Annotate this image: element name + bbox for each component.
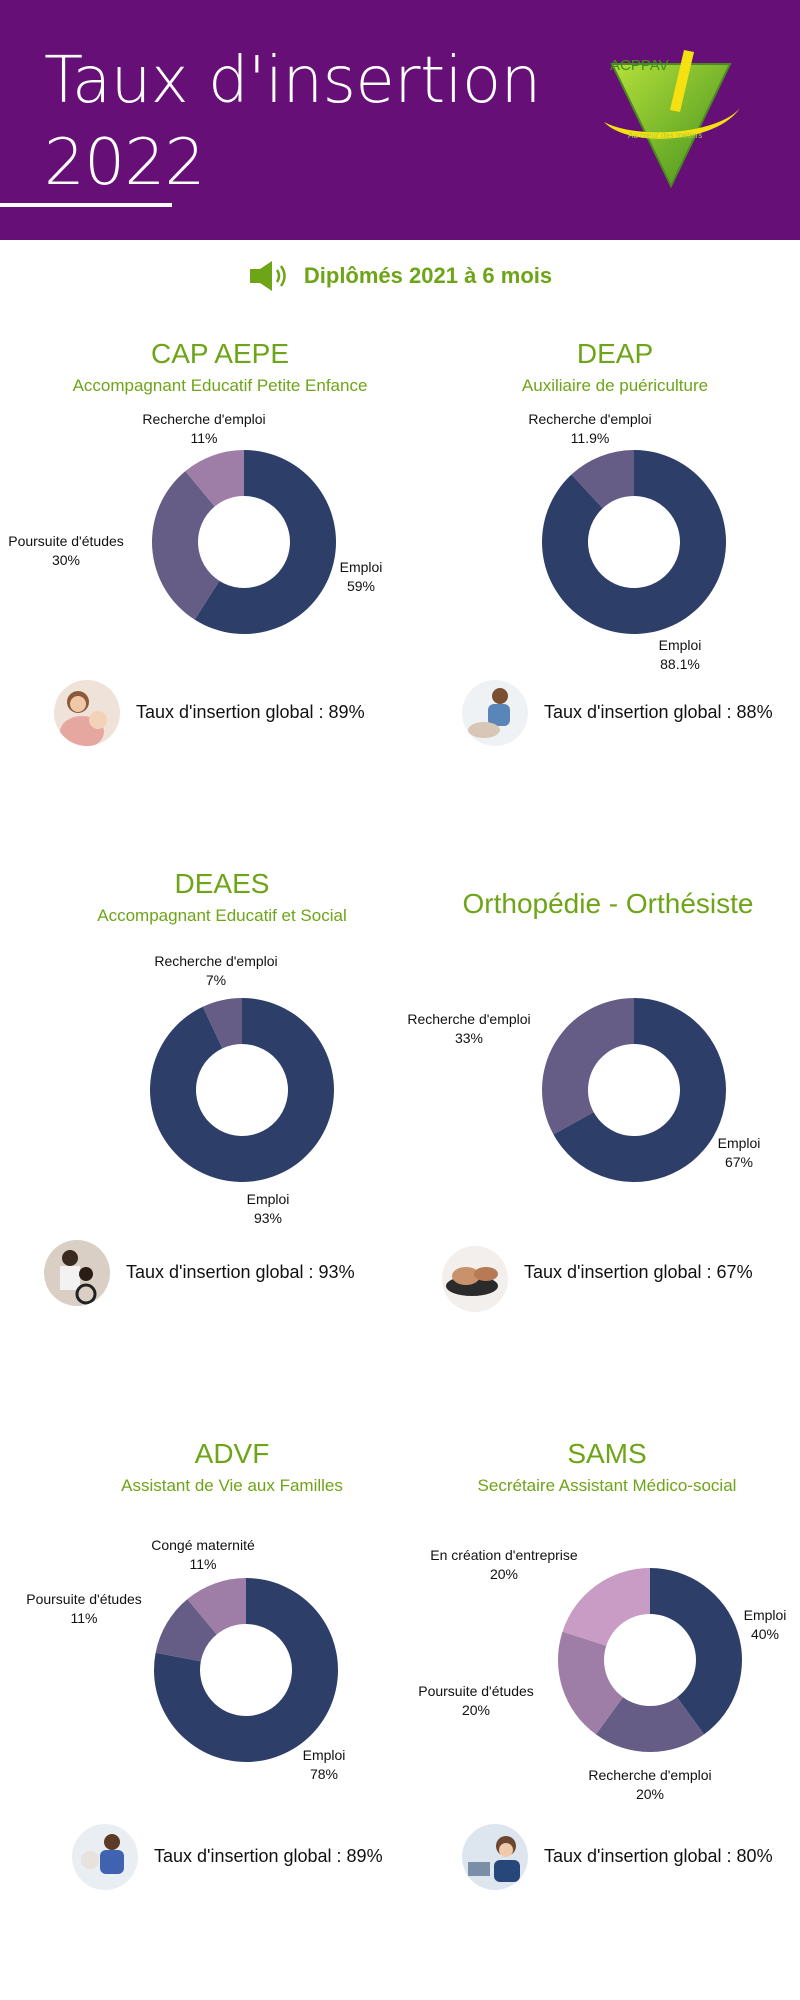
subheading-text: Diplômés 2021 à 6 mois (303, 263, 553, 288)
donut-chart (558, 1568, 742, 1752)
chart-label: Poursuite d'études 20% (418, 1683, 534, 1718)
donut-slice (542, 450, 726, 635)
logo-text: ACPPAV (610, 57, 669, 74)
global-rate: Taux d'insertion global : 89% (154, 1846, 383, 1866)
avatar (54, 680, 120, 746)
section-title: DEAES (174, 868, 270, 899)
speaker-icon[interactable] (248, 258, 290, 294)
donut-slice (542, 998, 634, 1135)
section-deap: DEAP Auxiliaire de puériculture Recherch… (400, 0, 800, 760)
donut-chart (153, 1578, 338, 1762)
donut-chart (542, 450, 726, 635)
chart-label: Recherche d'emploi 11% (142, 411, 266, 446)
global-rate: Taux d'insertion global : 80% (544, 1846, 773, 1866)
section-orthopedie: Orthopédie - Orthésiste Recherche d'empl… (400, 0, 800, 1320)
section-subtitle: Auxiliaire de puériculture (521, 376, 709, 395)
avatar (462, 1824, 528, 1890)
page-title: Taux d'insertion (44, 44, 541, 118)
donut-slice (571, 450, 634, 509)
section-subtitle: Accompagnant Educatif Petite Enfance (72, 376, 368, 395)
logo-tagline: Au cœur des métiers (628, 131, 702, 140)
donut-slice (562, 1568, 650, 1646)
section-title: DEAP (576, 338, 654, 369)
donut-slice (558, 1631, 623, 1735)
donut-chart (152, 450, 337, 634)
chart-label: Emploi 67% (717, 1135, 761, 1170)
chart-label: Emploi 40% (743, 1607, 787, 1642)
avatar (72, 1824, 138, 1890)
donut-slice (553, 998, 726, 1183)
section-advf: ADVF Assistant de Vie aux Familles Congé… (0, 0, 400, 1900)
subheading: Diplômés 2021 à 6 mois (0, 256, 800, 296)
section-title: SAMS (567, 1438, 647, 1469)
section-title: Orthopédie - Orthésiste (462, 888, 754, 919)
global-rate: Taux d'insertion global : 89% (136, 702, 365, 722)
chart-label: Recherche d'emploi 20% (588, 1767, 712, 1802)
global-rate: Taux d'insertion global : 67% (524, 1262, 753, 1282)
chart-label: Emploi 59% (339, 559, 383, 594)
chart-label: Poursuite d'études 30% (8, 533, 124, 568)
chart-label: Recherche d'emploi 11.9% (528, 411, 652, 446)
page-title-year: 2022 (44, 126, 205, 200)
donut-slice (152, 471, 220, 620)
chart-label: Congé maternité 11% (151, 1537, 255, 1572)
chart-label: Recherche d'emploi 7% (154, 953, 278, 988)
acppav-logo: ACPPAV Au cœur des métiers (598, 48, 744, 190)
donut-slice (153, 1578, 338, 1762)
chart-label: En création d'entreprise 20% (430, 1547, 578, 1582)
title-underline (0, 203, 172, 207)
section-title: ADVF (194, 1438, 270, 1469)
donut-slice (194, 450, 337, 634)
section-deaes: DEAES Accompagnant Educatif et Social Re… (0, 0, 400, 1320)
donut-chart (150, 998, 335, 1182)
chart-label: Poursuite d'études 11% (26, 1591, 142, 1626)
donut-slice (187, 1578, 246, 1635)
donut-slice (150, 998, 335, 1182)
section-subtitle: Assistant de Vie aux Familles (121, 1476, 343, 1495)
donut-slice (202, 998, 242, 1049)
avatar (462, 680, 528, 746)
donut-slice (650, 1568, 742, 1735)
section-subtitle: Accompagnant Educatif et Social (97, 906, 347, 925)
donut-slice (595, 1697, 705, 1752)
global-rate: Taux d'insertion global : 93% (126, 1262, 355, 1282)
chart-label: Emploi 78% (302, 1747, 346, 1782)
chart-label: Emploi 93% (246, 1191, 290, 1226)
chart-label: Recherche d'emploi 33% (407, 1011, 531, 1046)
section-cap-aepe: CAP AEPE Accompagnant Educatif Petite En… (0, 0, 400, 760)
donut-slice (185, 450, 244, 507)
chart-label: Emploi 88.1% (658, 637, 702, 672)
section-title: CAP AEPE (150, 338, 289, 369)
global-rate: Taux d'insertion global : 88% (544, 702, 773, 722)
donut-slice (155, 1599, 217, 1662)
donut-chart (542, 998, 726, 1183)
avatar (44, 1240, 110, 1306)
section-subtitle: Secrétaire Assistant Médico-social (477, 1476, 737, 1495)
section-sams: SAMS Secrétaire Assistant Médico-social … (400, 0, 800, 1900)
avatar (442, 1246, 508, 1312)
header-banner: Taux d'insertion 2022 ACPPAV Au cœur des… (0, 0, 800, 240)
